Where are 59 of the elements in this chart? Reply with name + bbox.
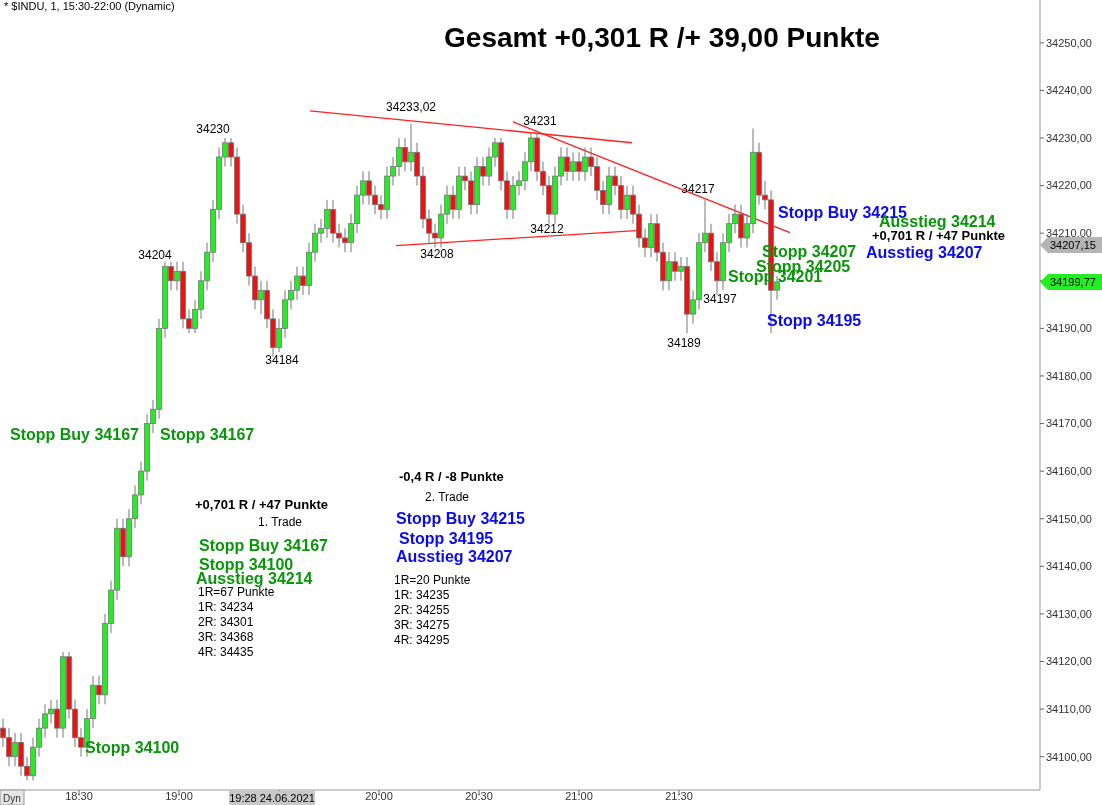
annotation: 34184 <box>265 353 300 368</box>
y-tick-label: 34130,00 <box>1046 607 1092 620</box>
annotation: Stopp Buy 34167 <box>199 536 329 554</box>
y-tick-label: 34160,00 <box>1046 464 1092 477</box>
text: 19:28 24.06.2021 <box>229 791 315 804</box>
annotation: 1R: 34234 <box>198 600 254 615</box>
annotation: 34204 <box>138 248 173 263</box>
y-tick-label: 34220,00 <box>1046 179 1092 192</box>
y-tick-label: 34170,00 <box>1046 417 1092 430</box>
annotation: 34231 <box>523 114 558 129</box>
y-tick-label: 34100,00 <box>1046 750 1092 763</box>
annotation: Stopp 34100 <box>85 738 180 756</box>
annotation: Ausstieg 34207 <box>396 547 513 565</box>
y-tick-label: 34180,00 <box>1046 369 1092 382</box>
chart-subtitle: * $INDU, 1, 15:30-22:00 (Dynamic) <box>4 0 175 12</box>
annotation: 34230 <box>196 122 231 137</box>
annotation: 2R: 34255 <box>394 603 450 618</box>
y-tick-label: 34230,00 <box>1046 131 1092 144</box>
text: 34199,77 <box>1050 275 1096 288</box>
x-tick-label: 21:00 <box>565 790 593 802</box>
x-tick-label: 18:30 <box>65 790 93 802</box>
text: Gesamt +0,301 R /+ 39,00 Punkte <box>444 21 880 53</box>
annotation: -0,4 R / -8 Punkte <box>399 468 504 484</box>
annotation: 1R=20 Punkte <box>394 573 471 588</box>
text: Dyn <box>3 792 21 804</box>
annotation: 34197 <box>703 292 738 307</box>
annotation: Stopp 34167 <box>160 425 255 443</box>
annotation: 34208 <box>420 247 455 262</box>
annotation: 34212 <box>530 222 565 237</box>
y-tick-label: 34140,00 <box>1046 560 1092 573</box>
annotation: +0,701 R / +47 Punkte <box>195 496 328 512</box>
annotation: 3R: 34368 <box>198 630 254 645</box>
annotation: 1R: 34235 <box>394 588 450 603</box>
annotation: Stopp 34195 <box>399 529 494 547</box>
y-tick-label: 34120,00 <box>1046 655 1092 668</box>
x-tick-label: 20:30 <box>465 790 493 802</box>
annotation: Ausstieg 34207 <box>866 243 983 261</box>
text: 34207,15 <box>1050 238 1096 251</box>
annotation: Stopp Buy 34215 <box>396 509 526 527</box>
y-tick-label: 34110,00 <box>1046 702 1092 715</box>
annotation: 34189 <box>667 336 702 351</box>
y-tick-label: 34240,00 <box>1046 84 1092 97</box>
annotation: 3R: 34275 <box>394 618 450 633</box>
annotation: Stopp Buy 34167 <box>10 425 140 443</box>
y-tick-label: 34250,00 <box>1046 36 1092 49</box>
annotation: 4R: 34295 <box>394 633 450 648</box>
annotation: 1. Trade <box>258 515 303 530</box>
annotation: 34233,02 <box>385 100 437 115</box>
y-tick-label: 34190,00 <box>1046 322 1092 335</box>
annotation: 2R: 34301 <box>198 615 254 630</box>
y-tick-label: 34210,00 <box>1046 227 1092 240</box>
y-tick-label: 34150,00 <box>1046 512 1092 525</box>
x-tick-label: 19:00 <box>165 790 193 802</box>
x-tick-label: 20:00 <box>365 790 393 802</box>
annotation: 2. Trade <box>425 490 470 505</box>
annotation: 34217 <box>681 182 716 197</box>
x-tick-label: 21:30 <box>665 790 693 802</box>
annotation: 4R: 34435 <box>198 645 254 660</box>
annotation: Stopp 34195 <box>767 311 862 329</box>
